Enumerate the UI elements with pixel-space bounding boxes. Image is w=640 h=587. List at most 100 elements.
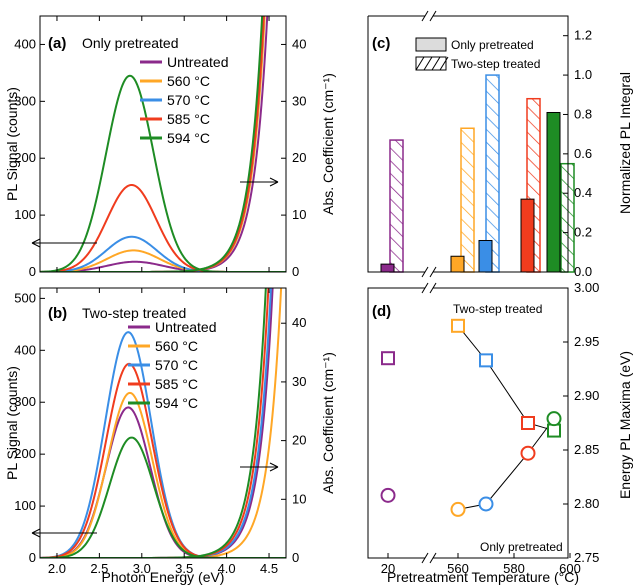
panel-b-legend-label-560: 560 °C bbox=[155, 338, 198, 354]
panel-d-line-two-step bbox=[457, 325, 555, 432]
panel-c-legend-swatch-only bbox=[415, 37, 447, 52]
panel-a-legend-label-594: 594 °C bbox=[167, 130, 210, 146]
panel-d-xtick-label: 580 bbox=[503, 561, 525, 576]
panel-d-axis-break-gap bbox=[425, 282, 433, 294]
panel-c-axis-break-gap bbox=[425, 10, 433, 22]
panel-d-point-only-570 bbox=[478, 496, 494, 512]
panel-d-label: (d) bbox=[372, 303, 391, 320]
panel-d-ytick-label: 3.00 bbox=[574, 280, 599, 295]
panel-b-xtick-label: 3.5 bbox=[175, 561, 193, 576]
panel-c-legend-label-two-step: Two-step treated bbox=[451, 57, 540, 71]
panel-c-axis-break bbox=[421, 266, 429, 278]
panel-a-ytick-label: 400 bbox=[14, 36, 36, 51]
panel-c-legend-hatch bbox=[439, 56, 449, 71]
panel-d-axis-break bbox=[429, 552, 437, 564]
panel-d-axis-break bbox=[421, 552, 429, 564]
panel-d-point-only-560 bbox=[450, 501, 466, 517]
panel-d-point-two-step-594 bbox=[547, 423, 561, 438]
panel-b-ytick-right-label: 30 bbox=[292, 374, 306, 389]
panel-d-annotation-two-step: Two-step treated bbox=[453, 302, 542, 316]
panel-a-frame bbox=[39, 15, 287, 273]
panel-c-ytick-label: 0.8 bbox=[574, 106, 592, 121]
panel-c: 0.0 0.2 0.4 0.6 0.8 1.0 1.2 (c) Only pretreate… bbox=[367, 10, 633, 279]
panel-d-point-only-585 bbox=[520, 445, 536, 461]
panel-b-label: (b) bbox=[48, 305, 67, 322]
panel-c-legend-hatch bbox=[415, 56, 425, 71]
panel-b-legend-label-570: 570 °C bbox=[155, 357, 198, 373]
panel-a-legend-label-585: 585 °C bbox=[167, 111, 210, 127]
panel-b-ytick-right-label: 40 bbox=[292, 315, 306, 330]
panel-b-ytick-label: 200 bbox=[14, 446, 36, 461]
panel-d-axis-break bbox=[429, 282, 437, 294]
panel-d-ytick-label: 2.75 bbox=[574, 550, 599, 565]
panel-c-bar-only-560 bbox=[450, 255, 465, 273]
panel-c-ylabel-right: Normalized PL Integral bbox=[617, 72, 633, 214]
panel-b-legend-label-585: 585 °C bbox=[155, 376, 198, 392]
panel-c-legend-hatch bbox=[431, 56, 441, 71]
panel-c-bar-only-594 bbox=[546, 111, 561, 273]
panel-a-pl-curve-560 bbox=[40, 249, 286, 272]
panel-c-axis-break bbox=[429, 10, 437, 22]
panel-c-axis-break-gap bbox=[425, 266, 433, 278]
panel-c-axis-break bbox=[421, 10, 429, 22]
panel-b-xtick-label: 4.5 bbox=[260, 561, 278, 576]
panel-d-axis-break bbox=[421, 282, 429, 294]
panel-a-ylabel-right: Abs. Coefficient (cm⁻¹) bbox=[320, 73, 336, 215]
panel-b-frame bbox=[39, 287, 287, 559]
panel-b-xtick-label: 3.0 bbox=[133, 561, 151, 576]
panel-b-ytick-label: 100 bbox=[14, 498, 36, 513]
panel-b-ylabel-right: Abs. Coefficient (cm⁻¹) bbox=[320, 352, 336, 494]
panel-a-legend-label-untreated: Untreated bbox=[167, 54, 228, 70]
panel-a-pl-curve-594 bbox=[40, 74, 286, 272]
panel-d-annotation-only: Only pretreated bbox=[480, 540, 563, 554]
panel-b-pl-curve-594 bbox=[40, 436, 286, 558]
panel-d-point-only-20 bbox=[380, 487, 396, 503]
panel-b-ytick-right-label: 0 bbox=[292, 550, 299, 565]
panel-d-ytick-label: 2.85 bbox=[574, 442, 599, 457]
panel-d-point-two-step-585 bbox=[521, 416, 535, 430]
panel-c-bar-two-step-20 bbox=[389, 139, 404, 273]
panel-b-legend-label-594: 594 °C bbox=[155, 395, 198, 411]
panel-a-ytick-label: 300 bbox=[14, 93, 36, 108]
panel-c-ytick-label: 0.2 bbox=[574, 225, 592, 240]
panel-a-pl-curve-585 bbox=[40, 183, 286, 272]
panel-a-ytick-right-label: 20 bbox=[292, 150, 306, 165]
panel-d-xtick-label: 560 bbox=[447, 561, 469, 576]
panel-d-xlabel: Pretreatment Temperature (°C) bbox=[387, 569, 579, 585]
panel-b-arrow-right-head bbox=[269, 462, 279, 472]
panel-c-ytick-label: 0.6 bbox=[574, 146, 592, 161]
panel-c-bar-only-20 bbox=[380, 263, 395, 273]
panel-a-ytick-right-label: 10 bbox=[292, 207, 306, 222]
panel-a-title: Only pretreated bbox=[82, 35, 179, 51]
panel-b-ylabel: PL Signal (counts) bbox=[4, 366, 20, 480]
panel-d-point-only-594 bbox=[546, 411, 562, 427]
panel-a-ytick-label: 100 bbox=[14, 207, 36, 222]
panel-b-xtick-label: 2.5 bbox=[90, 561, 108, 576]
panel-b-ytick-label: 400 bbox=[14, 342, 36, 357]
panel-b-ytick-right-label: 20 bbox=[292, 433, 306, 448]
panel-c-bar-two-step-560 bbox=[460, 127, 475, 273]
panel-a-ytick-label: 0 bbox=[29, 264, 36, 279]
panel-a-legend-label-560: 560 °C bbox=[167, 73, 210, 89]
panel-a-ytick-right-label: 30 bbox=[292, 93, 306, 108]
panel-d-ytick-label: 2.90 bbox=[574, 388, 599, 403]
panel-b-pl-curve-570 bbox=[40, 331, 286, 558]
panel-b-ytick-right-label: 10 bbox=[292, 491, 306, 506]
panel-b-arrow-left-head bbox=[31, 528, 41, 538]
panel-c-bar-only-585 bbox=[520, 198, 535, 273]
panel-c-ytick-label: 1.0 bbox=[574, 67, 592, 82]
panel-c-legend-hatch bbox=[423, 56, 433, 71]
panel-c-legend-label-only: Only pretreated bbox=[451, 38, 534, 52]
panel-a-ytick-right-label: 0 bbox=[292, 264, 299, 279]
panel-c-ytick-label: 0.4 bbox=[574, 185, 592, 200]
panel-b-pl-curve-560 bbox=[40, 391, 286, 558]
panel-d-point-two-step-560 bbox=[451, 318, 465, 333]
panel-a-ytick-right-label: 40 bbox=[292, 36, 306, 51]
panel-a-label: (a) bbox=[48, 35, 66, 52]
panel-a-legend-label-570: 570 °C bbox=[167, 92, 210, 108]
panel-b-pl-curve-585 bbox=[40, 362, 286, 558]
panel-b-legend-label-untreated: Untreated bbox=[155, 319, 216, 335]
panel-b-xlabel: Photon Energy (eV) bbox=[102, 569, 225, 585]
